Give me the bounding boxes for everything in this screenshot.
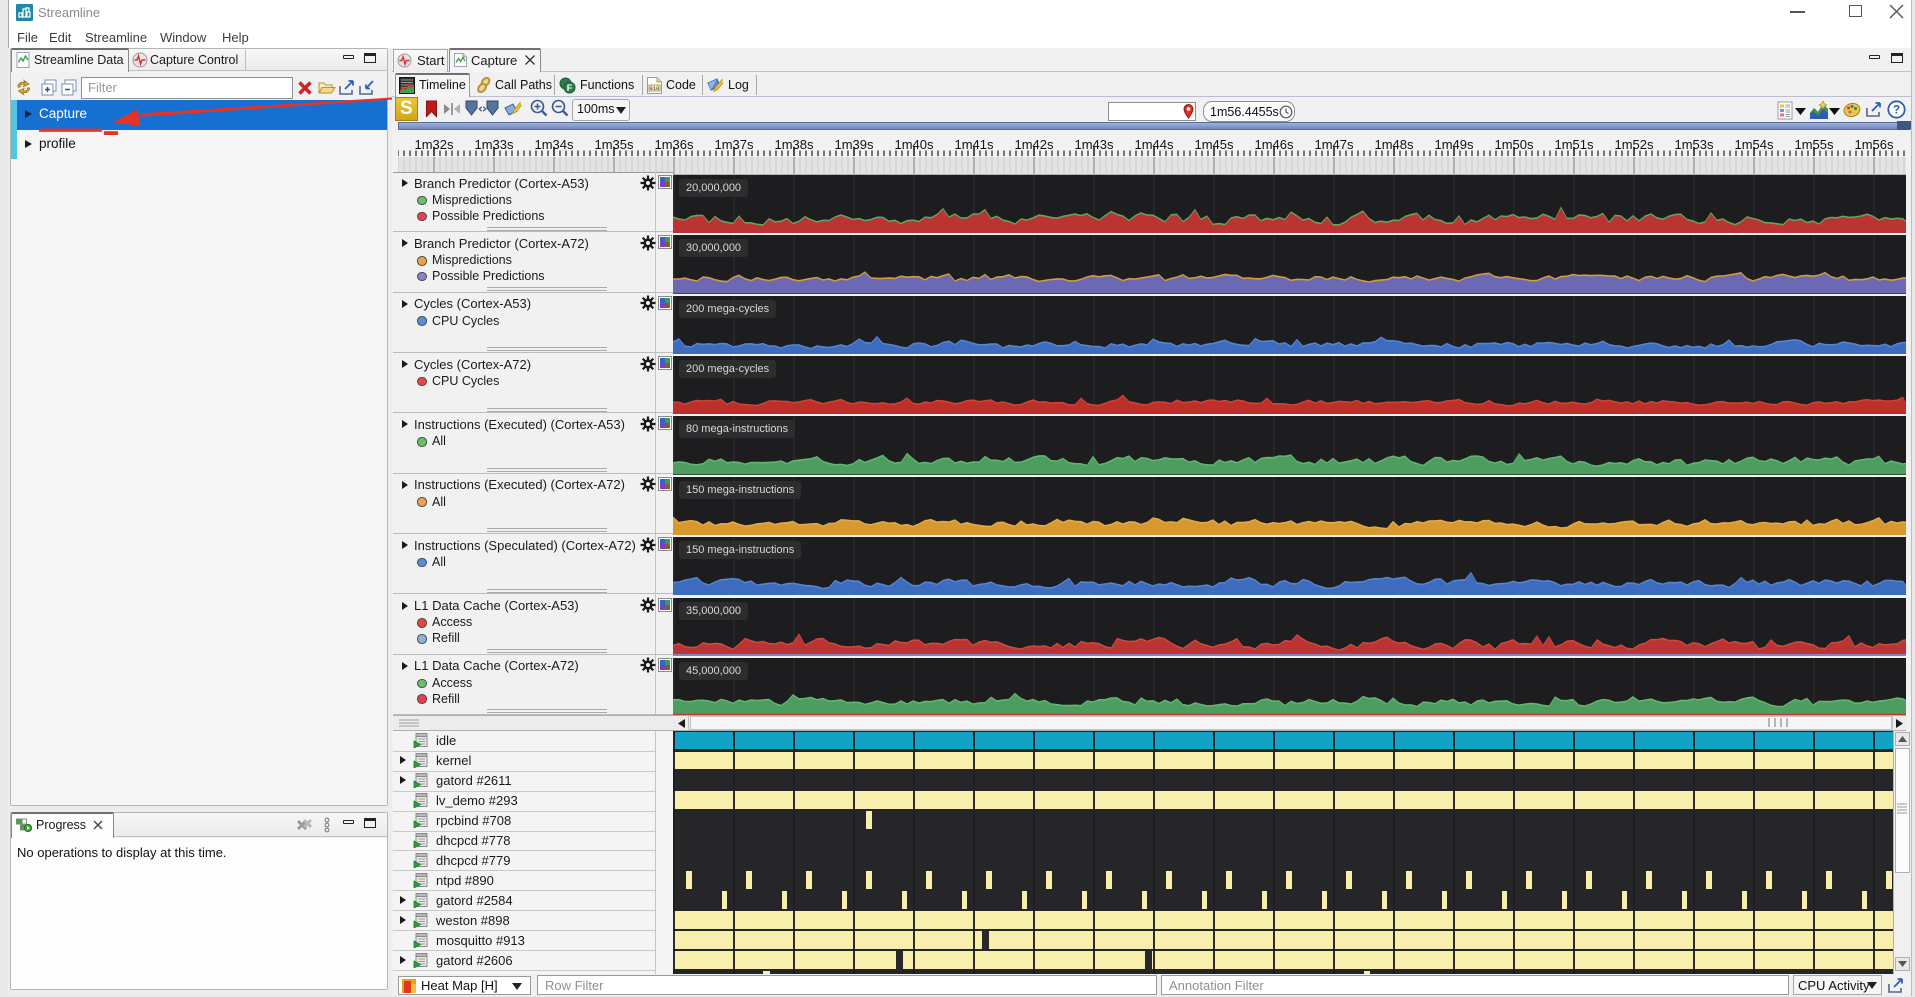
svg-text:010: 010 xyxy=(650,85,660,92)
svg-text:?: ? xyxy=(1893,103,1900,117)
svg-text:F: F xyxy=(567,83,573,93)
